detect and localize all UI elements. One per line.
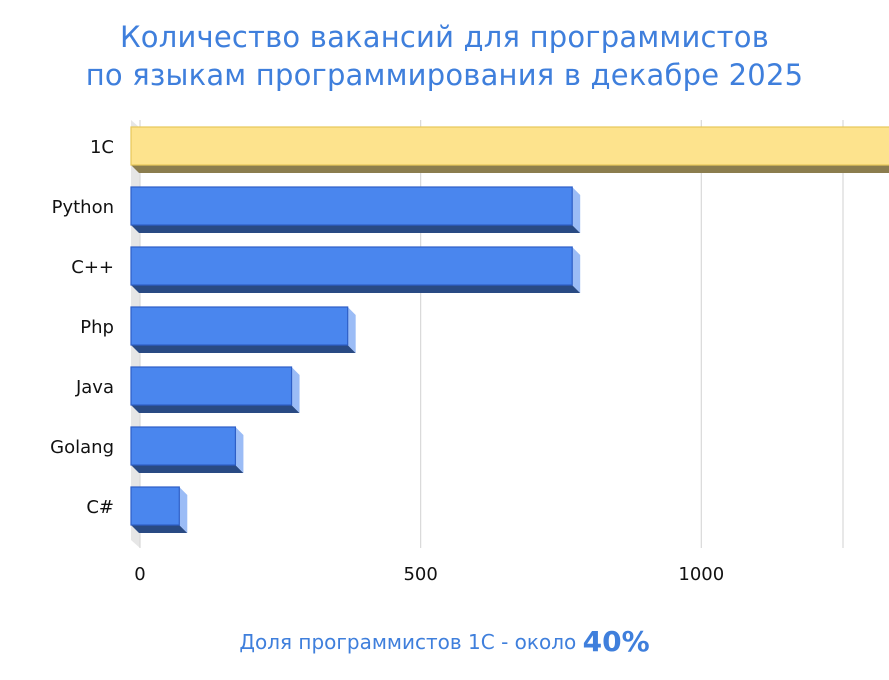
- bar-c: [130, 486, 188, 533]
- chart-title-line-2: по языкам программирования в декабре 202…: [85, 58, 804, 92]
- bar-bottom-face: [131, 345, 356, 353]
- category-label: C#: [86, 497, 114, 518]
- bar-front-face: [130, 366, 293, 406]
- bar-side-face: [347, 307, 356, 353]
- bar-side-face: [179, 487, 188, 533]
- bar-side-face: [572, 247, 581, 293]
- bar-php: [130, 306, 356, 353]
- category-label: Java: [75, 377, 114, 398]
- x-tick-label: 500: [403, 564, 437, 585]
- category-label: 1C: [90, 137, 114, 158]
- bar-chart: 1CPythonC++PhpJavaGolangC#05001000150020…: [50, 120, 889, 585]
- bar-bottom-face: [131, 465, 244, 473]
- chart-footer-note: Доля программистов 1С - около 40%: [0, 622, 889, 662]
- bar-front-face: [130, 426, 237, 466]
- x-tick-label: 1000: [678, 564, 724, 585]
- footer-text: Доля программистов 1С - около: [239, 630, 583, 654]
- bar-java: [130, 366, 300, 413]
- category-label: C++: [71, 257, 114, 278]
- bar-c: [130, 246, 581, 293]
- bar-side-face: [572, 187, 581, 233]
- bar-front-face: [130, 186, 573, 226]
- bar-side-face: [235, 427, 244, 473]
- category-label: Php: [80, 317, 114, 338]
- bar-bottom-face: [131, 405, 300, 413]
- footer-percent: 40%: [582, 625, 650, 658]
- category-label: Python: [52, 197, 114, 218]
- bar-1c: [130, 126, 889, 173]
- bar-python: [130, 186, 581, 233]
- bar-front-face: [130, 306, 349, 346]
- bar-side-face: [291, 367, 300, 413]
- bar-front-face: [130, 126, 889, 166]
- bar-bottom-face: [131, 285, 581, 293]
- bar-front-face: [130, 486, 180, 526]
- x-tick-label: 0: [134, 564, 145, 585]
- bar-bottom-face: [131, 525, 188, 533]
- bar-bottom-face: [131, 225, 581, 233]
- bar-golang: [130, 426, 244, 473]
- bar-bottom-face: [131, 165, 889, 173]
- category-label: Golang: [50, 437, 114, 458]
- chart-title-line-1: Количество вакансий для программистов: [120, 20, 769, 54]
- bar-front-face: [130, 246, 573, 286]
